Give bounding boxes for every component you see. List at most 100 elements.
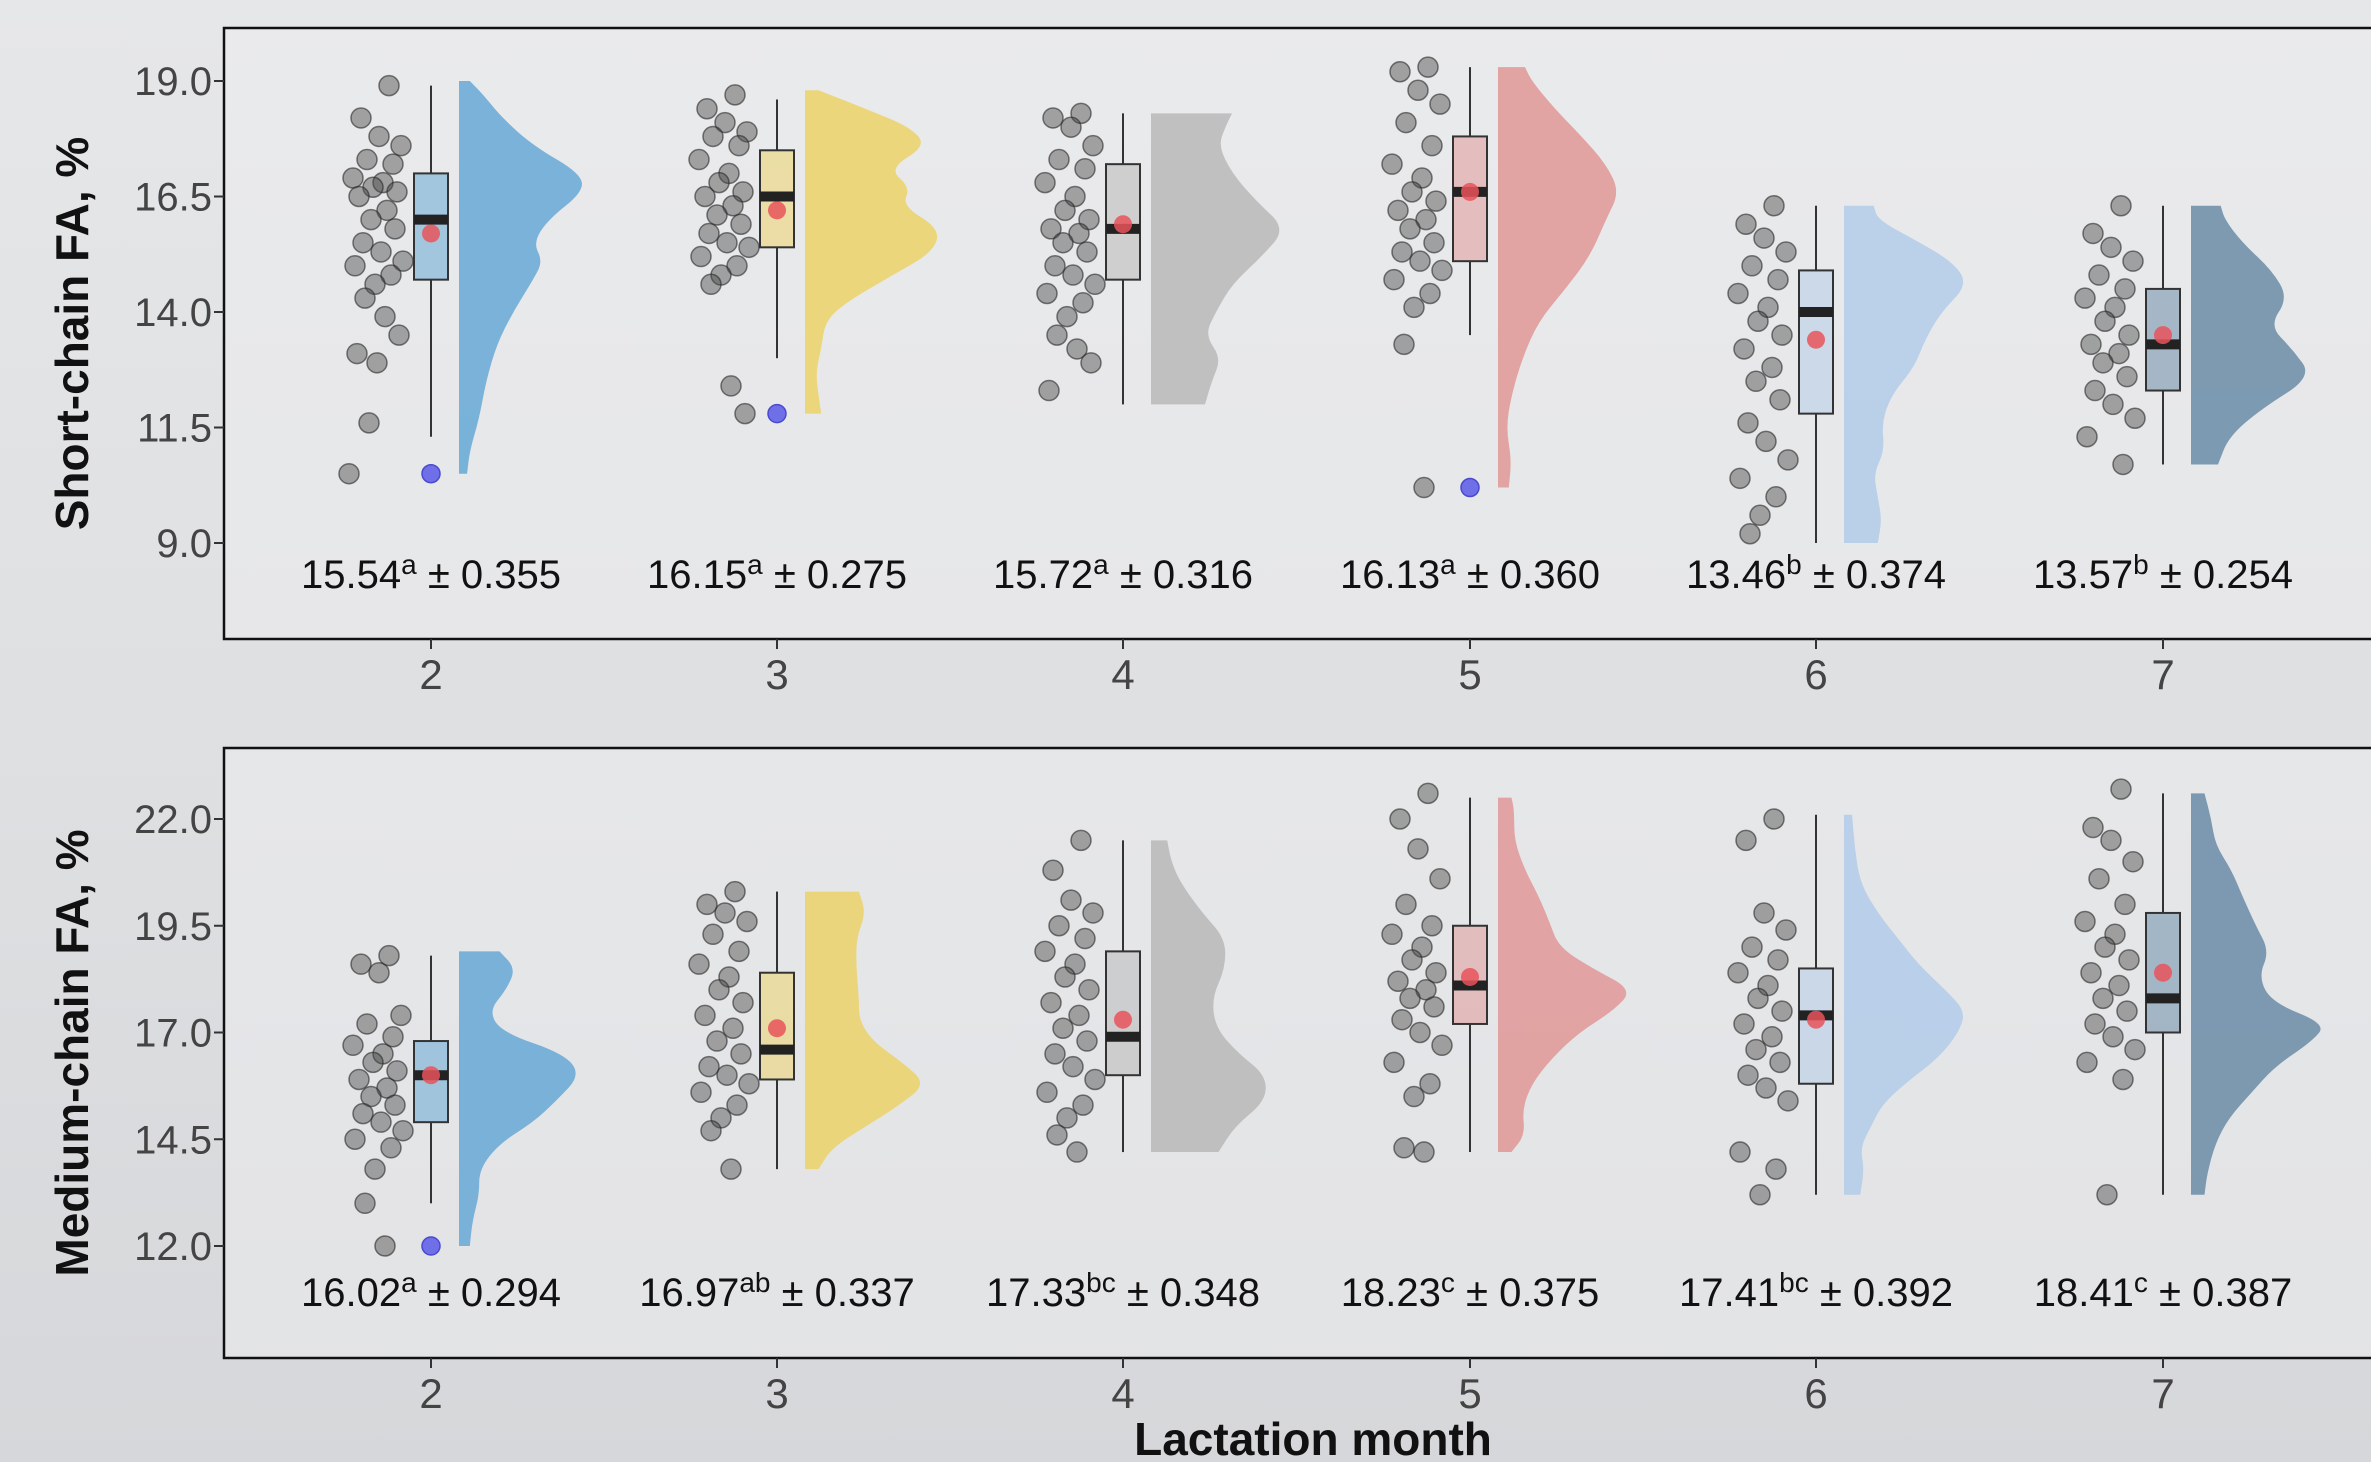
group-month-2: 16.02a ± 0.294 <box>301 944 576 1315</box>
data-point <box>2092 987 2114 1010</box>
data-point <box>1066 1141 1088 1163</box>
data-point <box>2082 816 2104 839</box>
data-point <box>1419 1072 1441 1095</box>
data-point <box>1419 282 1441 305</box>
data-point <box>370 1111 392 1133</box>
group-label: 16.02a ± 0.294 <box>301 1267 561 1315</box>
y-tick-label: 14.5 <box>134 1118 212 1162</box>
data-point <box>362 1051 384 1074</box>
data-point <box>1060 889 1082 911</box>
outlier-point <box>421 1236 441 1256</box>
data-point <box>716 1064 738 1086</box>
data-point <box>1771 1000 1793 1022</box>
data-point <box>1403 1085 1425 1108</box>
group-mean-value: 17.33 <box>986 1271 1086 1315</box>
data-point <box>366 352 388 374</box>
group-letter: bc <box>1086 1267 1116 1298</box>
data-point <box>2076 1051 2098 1074</box>
data-point <box>1042 107 1064 129</box>
data-point <box>1052 231 1074 254</box>
data-point <box>2108 974 2130 997</box>
data-point <box>1054 199 1076 222</box>
group-mean-value: 16.15 <box>647 553 747 597</box>
data-point <box>1381 153 1403 175</box>
data-point <box>1395 111 1417 134</box>
data-point <box>1777 449 1799 471</box>
data-point <box>348 1068 370 1091</box>
data-point <box>380 264 402 286</box>
data-point <box>374 1235 396 1257</box>
data-point <box>1036 282 1058 305</box>
x-tick-label: 6 <box>1804 651 1827 698</box>
mean-point <box>422 1066 440 1085</box>
data-point <box>346 342 368 365</box>
group-se: ± 0.348 <box>1116 1271 1260 1315</box>
group-mean-value: 18.23 <box>1341 1271 1441 1315</box>
violin-density <box>2191 205 2306 465</box>
y-axis-label: Medium-chain FA, % <box>46 829 98 1276</box>
group-label: 16.15a ± 0.275 <box>647 549 907 597</box>
group-label: 16.13a ± 0.360 <box>1340 549 1600 597</box>
data-point <box>1082 902 1104 924</box>
data-point <box>1425 961 1447 984</box>
group-label: 15.72a ± 0.316 <box>993 549 1253 597</box>
data-point <box>738 236 760 259</box>
group-se: ± 0.375 <box>1455 1271 1599 1315</box>
data-point <box>1765 486 1787 508</box>
data-point <box>370 241 392 263</box>
group-month-3: 16.15a ± 0.275 <box>647 84 938 597</box>
data-point <box>2122 850 2144 873</box>
data-point <box>1056 305 1078 328</box>
data-point <box>368 125 390 148</box>
group-se: ± 0.392 <box>1809 1271 1953 1315</box>
data-point <box>1741 936 1763 958</box>
data-point <box>1054 966 1076 988</box>
data-point <box>1767 268 1789 291</box>
data-point <box>1769 1051 1791 1074</box>
data-point <box>1761 356 1783 379</box>
group-mean-value: 13.57 <box>2033 553 2133 597</box>
data-point <box>694 1004 716 1027</box>
data-point <box>1729 467 1751 490</box>
data-point <box>732 991 754 1014</box>
mean-point <box>2154 326 2172 345</box>
group-label: 13.46b ± 0.374 <box>1686 549 1946 597</box>
group-month-3: 16.97ab ± 0.337 <box>639 880 921 1315</box>
data-point <box>1048 915 1070 937</box>
data-point <box>1066 338 1088 360</box>
data-point <box>1407 838 1429 860</box>
data-point <box>1044 255 1066 277</box>
group-letter: b <box>2133 549 2149 580</box>
group-letter: b <box>1786 549 1802 580</box>
data-point <box>2100 236 2122 259</box>
data-point <box>698 1055 720 1078</box>
data-point <box>1431 259 1453 282</box>
data-point <box>2088 264 2110 286</box>
data-point <box>1425 190 1447 212</box>
data-point <box>1070 829 1092 852</box>
group-se: ± 0.316 <box>1109 553 1253 597</box>
data-point <box>1072 1094 1094 1116</box>
violin-density <box>1844 814 1963 1195</box>
group-letter: a <box>1093 549 1109 580</box>
group-se: ± 0.387 <box>2148 1271 2292 1315</box>
data-point <box>356 148 378 171</box>
group-mean-value: 15.54 <box>301 553 401 597</box>
data-point <box>1741 255 1763 277</box>
data-point <box>1383 1051 1405 1074</box>
x-tick-label: 7 <box>2151 651 2174 698</box>
data-point <box>1423 996 1445 1018</box>
data-point <box>1389 61 1411 83</box>
data-point <box>384 1094 406 1116</box>
mean-point <box>1114 215 1132 234</box>
group-label: 18.41c ± 0.387 <box>2034 1267 2292 1315</box>
group-letter: c <box>2134 1267 2148 1298</box>
data-point <box>1417 56 1439 78</box>
data-point <box>368 961 390 984</box>
data-point <box>1387 199 1409 222</box>
data-point <box>2074 287 2096 309</box>
data-point <box>1044 1043 1066 1065</box>
data-point <box>1421 134 1443 157</box>
group-mean-value: 17.41 <box>1679 1271 1779 1315</box>
